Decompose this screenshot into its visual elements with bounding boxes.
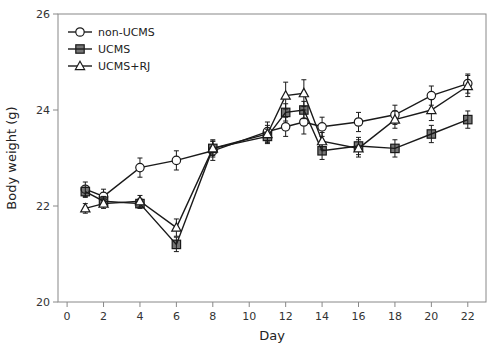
data-point [354, 118, 362, 126]
legend-label: non-UCMS [98, 26, 155, 39]
y-tick [53, 302, 58, 303]
x-tick-label: 2 [100, 310, 107, 323]
data-point [281, 123, 289, 131]
x-tick [249, 302, 250, 307]
y-tick-label: 22 [36, 200, 50, 213]
y-tick-label: 26 [36, 8, 50, 21]
x-tick [431, 302, 432, 307]
data-point [81, 204, 90, 212]
legend-marker [75, 61, 84, 69]
y-tick [53, 206, 58, 207]
series-line [85, 84, 467, 197]
x-tick-label: 14 [315, 310, 329, 323]
series [81, 74, 472, 204]
x-tick-label: 12 [279, 310, 293, 323]
legend-label: UCMS [98, 43, 130, 56]
x-tick [394, 302, 395, 307]
y-tick [53, 14, 58, 15]
x-tick-label: 10 [242, 310, 256, 323]
data-point [136, 163, 144, 171]
x-tick-label: 22 [461, 310, 475, 323]
x-tick [322, 302, 323, 307]
y-axis-label: Body weight (g) [4, 106, 19, 209]
data-point [390, 115, 399, 123]
x-tick-label: 18 [388, 310, 402, 323]
series-line [85, 86, 467, 228]
data-point [172, 156, 180, 164]
data-point [172, 240, 180, 248]
data-point [427, 105, 436, 113]
x-tick [467, 302, 468, 307]
data-point [135, 196, 144, 204]
x-tick [139, 302, 140, 307]
x-tick-label: 16 [352, 310, 366, 323]
chart: 024681012141618202220222426DayBody weigh… [0, 0, 500, 348]
data-point [354, 144, 363, 152]
data-point [172, 223, 181, 231]
legend-label: UCMS+RJ [98, 60, 150, 73]
data-point [209, 144, 217, 152]
x-tick [212, 302, 213, 307]
data-point [427, 91, 435, 99]
x-tick-label: 6 [173, 310, 180, 323]
x-tick [103, 302, 104, 307]
x-tick [285, 302, 286, 307]
data-point [317, 136, 326, 144]
legend: non-UCMS UCMS UCMS+RJ [68, 26, 155, 73]
data-point [464, 115, 472, 123]
data-point [427, 130, 435, 138]
series [81, 75, 473, 236]
series [81, 101, 472, 251]
data-point [208, 144, 217, 152]
x-tick [67, 302, 68, 307]
plot-frame [58, 14, 486, 302]
x-tick [358, 302, 359, 307]
y-tick-label: 20 [36, 296, 50, 309]
data-point [318, 123, 326, 131]
data-point [263, 129, 272, 137]
x-tick [176, 302, 177, 307]
x-tick-label: 4 [136, 310, 143, 323]
data-point [281, 91, 290, 99]
legend-marker [76, 45, 84, 53]
x-tick-label: 8 [209, 310, 216, 323]
plot-area [81, 74, 473, 252]
data-point [391, 144, 399, 152]
x-tick-label: 0 [64, 310, 71, 323]
data-point [99, 199, 108, 207]
x-tick-label: 20 [424, 310, 438, 323]
data-point [463, 81, 472, 89]
y-tick-label: 24 [36, 104, 50, 117]
series-line [85, 110, 467, 244]
y-tick [53, 110, 58, 111]
x-axis-label: Day [259, 328, 285, 343]
data-point [81, 187, 89, 195]
data-point [299, 88, 308, 96]
legend-marker [76, 28, 84, 36]
